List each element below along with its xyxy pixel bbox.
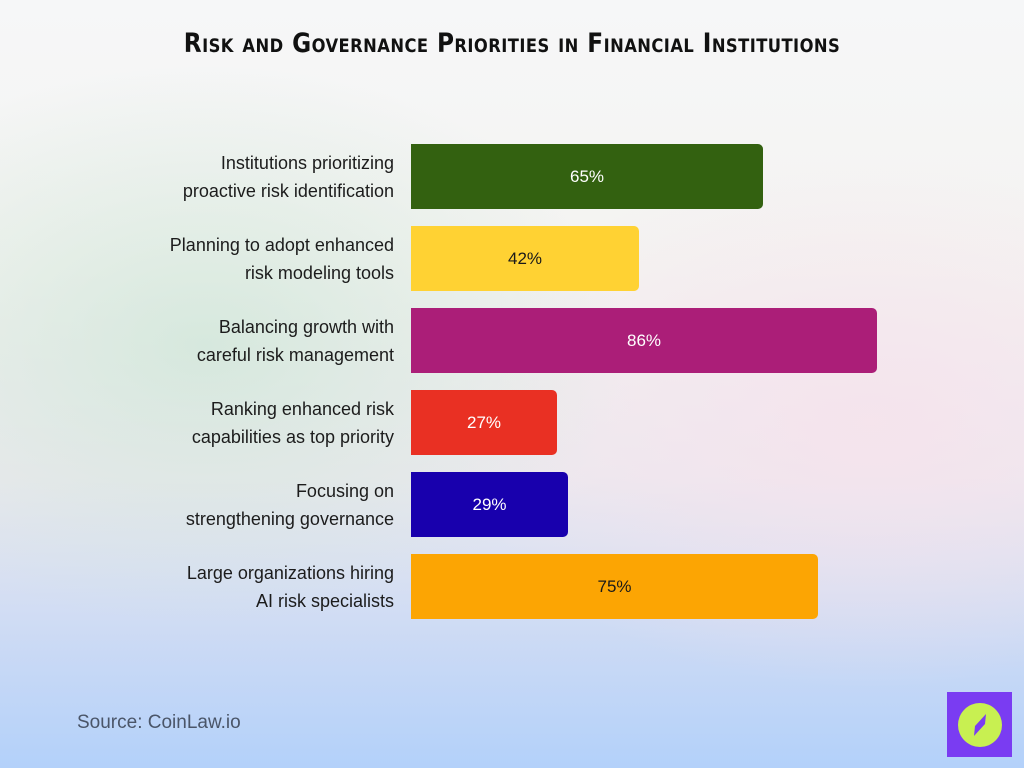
category-label-line2: proactive risk identification bbox=[182, 180, 394, 201]
bar-value-label: 65% bbox=[569, 166, 605, 186]
brand-logo bbox=[947, 692, 1012, 757]
category-label: Focusing on strengthening governance bbox=[94, 472, 394, 537]
source-text: Source: CoinLaw.io bbox=[77, 712, 241, 733]
category-label: Planning to adopt enhanced risk modeling … bbox=[94, 226, 394, 291]
category-label-line1: Institutions prioritizing bbox=[220, 152, 394, 173]
category-label: Institutions prioritizing proactive risk … bbox=[94, 144, 394, 209]
category-label: Ranking enhanced risk capabilities as top… bbox=[94, 390, 394, 455]
bar: 86% bbox=[411, 308, 877, 373]
bar: 27% bbox=[411, 390, 557, 455]
bar: 65% bbox=[411, 144, 763, 209]
category-label-line1: Planning to adopt enhanced bbox=[169, 234, 394, 255]
bar-row: Institutions prioritizing proactive risk … bbox=[0, 144, 1024, 209]
bar-row: Planning to adopt enhanced risk modeling … bbox=[0, 226, 1024, 291]
category-label-line1: Focusing on bbox=[295, 480, 394, 501]
compass-icon bbox=[957, 702, 1002, 747]
bar: 75% bbox=[411, 554, 818, 619]
category-label-line1: Ranking enhanced risk bbox=[210, 398, 394, 419]
category-label: Balancing growth with careful risk manage… bbox=[94, 308, 394, 373]
bar-row: Large organizations hiring AI risk specia… bbox=[0, 554, 1024, 619]
category-label-line2: AI risk specialists bbox=[255, 590, 394, 611]
bar-value-label: 86% bbox=[626, 330, 662, 350]
category-label-line1: Large organizations hiring bbox=[186, 562, 394, 583]
bar: 29% bbox=[411, 472, 568, 537]
bar: 42% bbox=[411, 226, 639, 291]
category-label-line2: capabilities as top priority bbox=[191, 426, 394, 447]
bar-value-label: 27% bbox=[466, 412, 502, 432]
category-label-line1: Balancing growth with bbox=[218, 316, 394, 337]
bar-value-label: 29% bbox=[472, 494, 507, 514]
category-label: Large organizations hiring AI risk specia… bbox=[94, 554, 394, 619]
category-label-line2: strengthening governance bbox=[185, 508, 394, 529]
category-label-line2: careful risk management bbox=[196, 344, 394, 365]
bar-value-label: 75% bbox=[597, 576, 632, 596]
chart-title: Risk and Governance Priorities in Financ… bbox=[183, 28, 841, 59]
bar-row: Balancing growth with careful risk manage… bbox=[0, 308, 1024, 373]
bar-row: Focusing on strengthening governance 29% bbox=[0, 472, 1024, 537]
bar-row: Ranking enhanced risk capabilities as top… bbox=[0, 390, 1024, 455]
bar-value-label: 42% bbox=[507, 248, 543, 268]
category-label-line2: risk modeling tools bbox=[244, 262, 394, 283]
